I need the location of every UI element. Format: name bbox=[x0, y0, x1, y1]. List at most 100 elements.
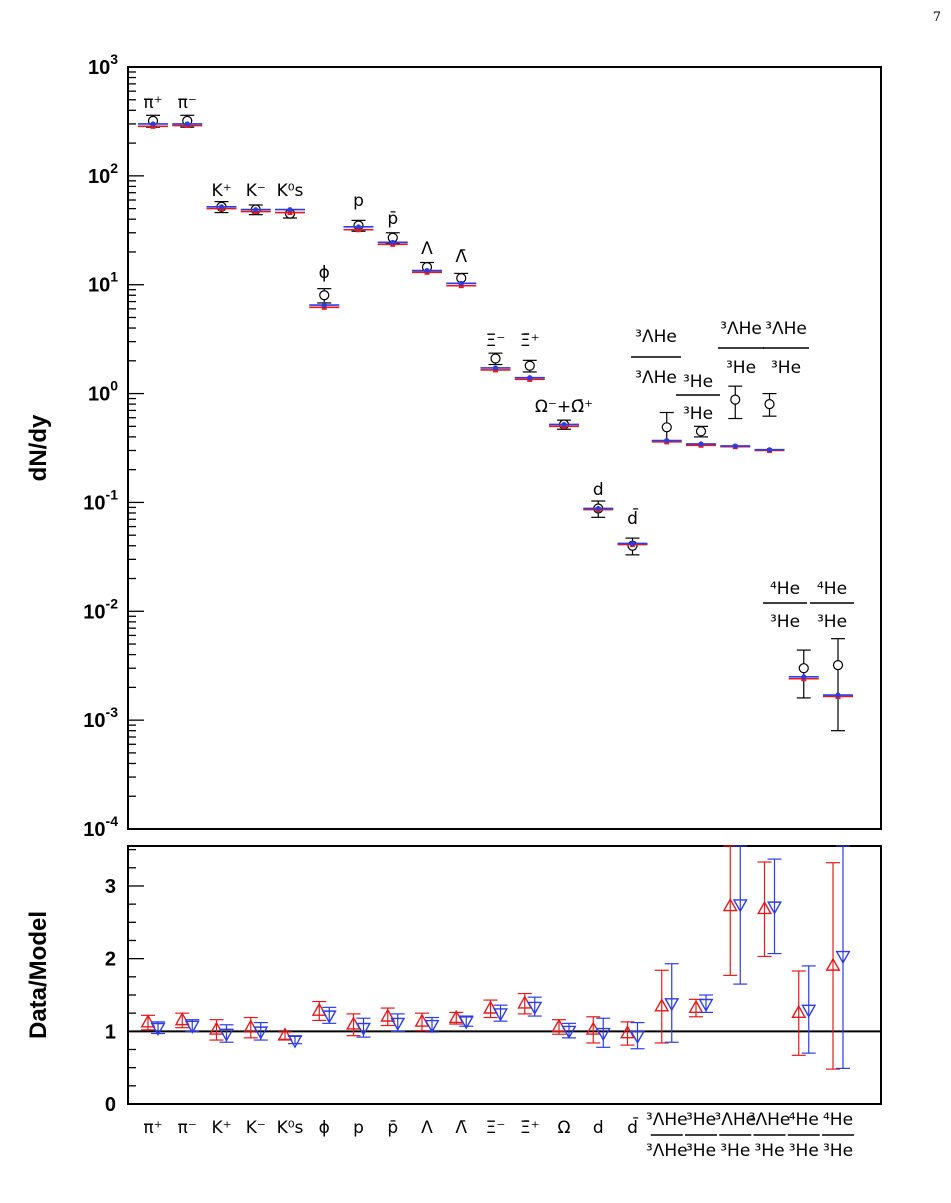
label-dbar: d̄ bbox=[627, 507, 639, 529]
page-number: 7 bbox=[932, 10, 941, 25]
model-blue-point bbox=[664, 438, 670, 444]
bottom-frame bbox=[127, 845, 882, 1105]
ratio-point-blue bbox=[219, 1028, 234, 1042]
model-blue-point bbox=[287, 207, 293, 213]
x-category-fraction: ³ΛHe ³He bbox=[714, 1110, 756, 1161]
model-blue-point bbox=[390, 239, 396, 245]
x-category-numerator: ³ΛHe bbox=[714, 1110, 756, 1130]
x-category-label: p̄ bbox=[387, 1118, 398, 1138]
ratio-point-red bbox=[483, 1000, 498, 1014]
ratio-point-red bbox=[620, 1025, 635, 1039]
fraction-numerator: ³ΛHe bbox=[765, 319, 807, 339]
y-axis-title: dN/dy bbox=[25, 414, 52, 481]
ratio-point-blue bbox=[561, 1025, 577, 1040]
y-tick-label: 10-4 bbox=[83, 813, 118, 841]
data-point bbox=[319, 290, 330, 301]
ratio-point-red bbox=[140, 1014, 156, 1028]
label-he4bar-ratio: ⁴He ³He bbox=[810, 579, 854, 632]
label-p: p bbox=[353, 191, 364, 211]
model-blue-point bbox=[321, 302, 327, 308]
ratio-point-red bbox=[277, 1027, 293, 1041]
y-tick-label: 102 bbox=[88, 160, 118, 188]
x-category-label: p bbox=[353, 1118, 364, 1138]
fraction-denominator: ³He bbox=[726, 358, 756, 378]
ratio-point-blue bbox=[698, 998, 714, 1013]
fraction-numerator: ⁴He bbox=[817, 579, 847, 599]
model-blue-point bbox=[219, 204, 224, 210]
ratio-point-red bbox=[243, 1019, 259, 1033]
model-red-point bbox=[356, 227, 361, 233]
top-panel: 103 102 101 100 10-1 10-2 10-3 10-4 dN/dy π⁺ π⁻ K⁺ K… bbox=[25, 51, 882, 841]
model-blue-point bbox=[835, 692, 841, 698]
label-pi-plus: π⁺ bbox=[143, 93, 162, 113]
ratio-point-blue bbox=[801, 1004, 817, 1018]
y-tick-label: 3 bbox=[105, 876, 116, 898]
y-tick-label: 10-2 bbox=[83, 595, 118, 623]
ratio-point-blue bbox=[732, 899, 748, 913]
x-category-fraction: ⁴He ³He bbox=[787, 1110, 820, 1161]
x-category-denominator: ³He bbox=[823, 1141, 853, 1161]
label-k-minus: K⁻ bbox=[246, 181, 266, 201]
model-blue-point bbox=[801, 674, 807, 680]
y-tick-label: 10-1 bbox=[83, 486, 118, 514]
x-category-numerator: ³ΛHe bbox=[646, 1110, 688, 1130]
ratio-point-red bbox=[757, 900, 772, 915]
label-he4-ratio: ⁴He ³He bbox=[763, 579, 807, 632]
model-blue-point bbox=[595, 505, 601, 511]
ratio-point-blue bbox=[630, 1030, 645, 1045]
x-category-label: K⁻ bbox=[246, 1118, 266, 1138]
fraction-denominator: ³He bbox=[683, 404, 713, 424]
label-pbar: p̄ bbox=[387, 209, 398, 229]
label-d: d bbox=[593, 480, 604, 500]
ratio-point-blue bbox=[493, 1008, 508, 1022]
x-category-label: π⁺ bbox=[143, 1118, 162, 1138]
model-blue-point bbox=[150, 121, 156, 127]
top-frame bbox=[127, 66, 882, 830]
x-category-label: d bbox=[593, 1118, 604, 1138]
ratio-point-blue bbox=[150, 1022, 166, 1037]
label-pi-minus: π⁻ bbox=[178, 93, 197, 113]
x-category-denominator: ³He bbox=[754, 1141, 784, 1161]
ratio-point-red bbox=[791, 1004, 807, 1019]
label-lambdabar: Λ̄ bbox=[455, 247, 467, 267]
ratio-point-blue bbox=[595, 1027, 611, 1042]
ratio-point-blue bbox=[253, 1026, 269, 1040]
fraction-numerator: ⁴He bbox=[770, 579, 800, 599]
bottom-panel: 0 1 2 3 Data/Model bbox=[25, 845, 882, 1116]
label-k-plus: K⁺ bbox=[211, 181, 231, 201]
data-point bbox=[832, 660, 844, 671]
ratio-point-red bbox=[209, 1021, 224, 1035]
x-category-numerator: ³ΛHe bbox=[749, 1110, 791, 1130]
ratio-point-blue bbox=[767, 901, 782, 915]
ratio-point-red bbox=[174, 1011, 190, 1026]
x-category-label: π⁻ bbox=[178, 1118, 197, 1138]
label-phi: ϕ bbox=[319, 263, 330, 283]
data-point bbox=[661, 422, 672, 433]
ratio-point-blue bbox=[184, 1020, 200, 1034]
ratio-point-blue bbox=[356, 1022, 371, 1037]
ratio-point-red bbox=[551, 1018, 567, 1032]
x-category-fraction: ³He ³He bbox=[685, 1110, 717, 1161]
fraction-denominator: ³He bbox=[771, 358, 801, 378]
fraction-denominator: ³He bbox=[817, 612, 847, 632]
x-category-label: Ξ⁻ bbox=[486, 1118, 506, 1138]
data-point bbox=[695, 426, 707, 437]
x-category-label: Ω bbox=[558, 1118, 571, 1138]
ratio-point-red bbox=[654, 998, 670, 1012]
ratio-point-red bbox=[380, 1008, 396, 1022]
data-point bbox=[524, 360, 535, 371]
x-category-label: d̄ bbox=[627, 1116, 639, 1138]
x-category-label: Λ bbox=[421, 1118, 433, 1138]
label-hypertriton-he3: ³ΛHe ³He bbox=[763, 319, 809, 378]
ratio-point-blue bbox=[664, 998, 680, 1012]
x-category-label: K⁰s bbox=[277, 1118, 304, 1138]
x-category-label: ϕ bbox=[319, 1118, 330, 1138]
x-category-numerator: ⁴He bbox=[823, 1110, 853, 1130]
fraction-denominator: ³ΛHe bbox=[635, 368, 677, 388]
model-blue-point bbox=[630, 540, 635, 546]
label-hypertriton-ratio: ³ΛHe ³ΛHe bbox=[631, 327, 681, 388]
fraction-numerator: ³ΛHe bbox=[720, 319, 762, 339]
data-point bbox=[798, 663, 809, 674]
ratio-point-blue bbox=[835, 950, 851, 965]
x-category-label: Λ̄ bbox=[455, 1118, 467, 1138]
